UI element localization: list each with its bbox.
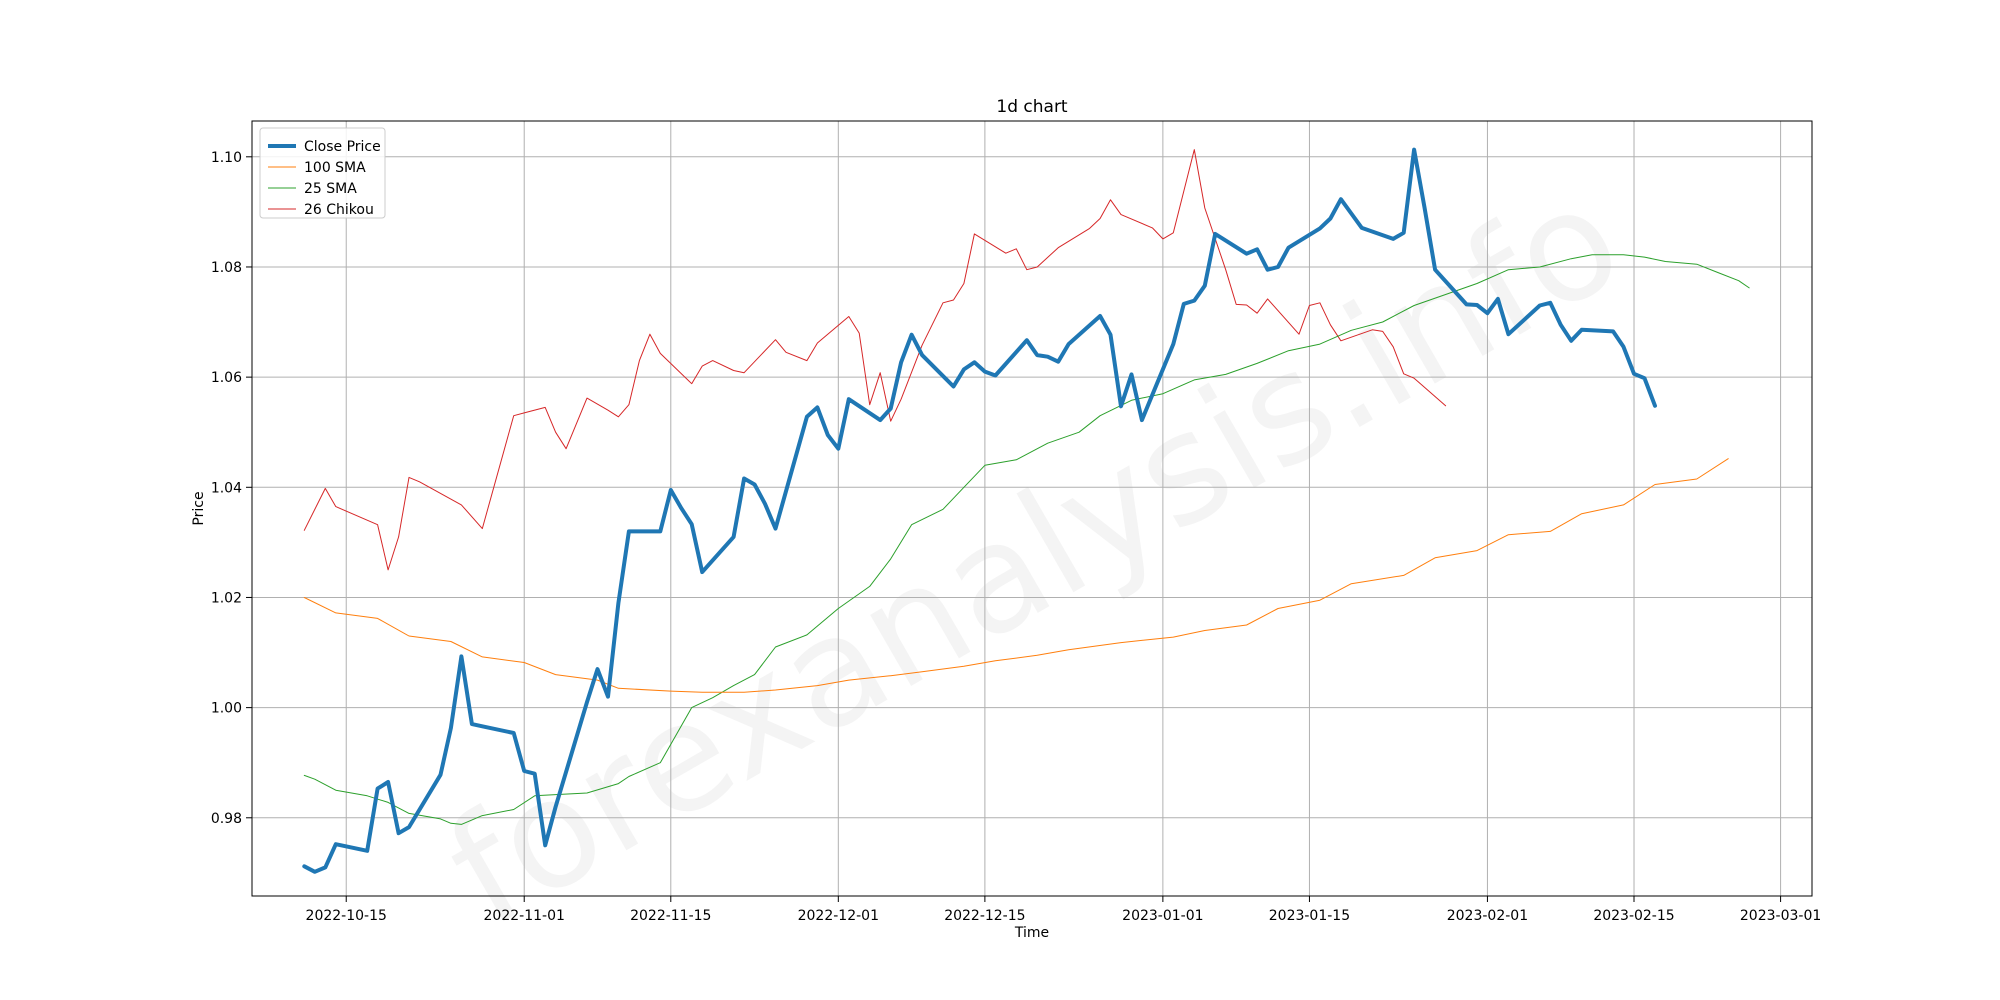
y-tick-label: 1.08 — [211, 260, 242, 276]
y-tick-label: 0.98 — [211, 811, 242, 827]
chart-title: 1d chart — [996, 97, 1068, 117]
x-tick-label: 2022-10-15 — [306, 908, 387, 924]
grid — [252, 121, 1812, 896]
series-lines — [302, 147, 1750, 874]
y-axis-ticks: 0.98 1.00 1.02 1.04 1.06 1.08 1.10 — [211, 150, 252, 827]
series-line-close-price — [302, 147, 1657, 874]
x-tick-label: 2023-02-15 — [1593, 908, 1674, 924]
legend: Close Price 100 SMA 25 SMA 26 Chikou — [259, 127, 386, 219]
y-tick-label: 1.00 — [211, 701, 242, 717]
legend-box — [259, 127, 386, 219]
x-tick-label: 2023-01-15 — [1269, 908, 1350, 924]
x-tick-label: 2023-02-01 — [1447, 908, 1528, 924]
x-tick-label: 2022-11-01 — [484, 908, 565, 924]
x-tick-label: 2022-12-01 — [798, 908, 879, 924]
series-line-100-sma — [303, 458, 1729, 693]
y-tick-label: 1.06 — [211, 370, 242, 386]
x-tick-label: 2022-12-15 — [944, 908, 1025, 924]
x-tick-label: 2022-11-15 — [630, 908, 711, 924]
x-axis-ticks: 2022-10-15 2022-11-01 2022-11-15 2022-12-01… — [306, 896, 1821, 924]
x-tick-label: 2023-03-01 — [1740, 908, 1821, 924]
legend-label: 26 Chikou — [304, 202, 374, 218]
legend-label: Close Price — [304, 139, 381, 155]
plot-frame — [251, 120, 1813, 897]
series-line-26-chikou — [303, 149, 1447, 571]
y-axis-label: Price — [191, 491, 207, 525]
y-tick-label: 1.10 — [211, 150, 242, 166]
watermark-text: forexanalysis.info — [420, 151, 1648, 961]
legend-label: 100 SMA — [304, 160, 366, 176]
y-tick-label: 1.04 — [211, 480, 242, 496]
x-tick-label: 2023-01-01 — [1122, 908, 1203, 924]
y-tick-label: 1.02 — [211, 590, 242, 606]
x-axis-label: Time — [1014, 925, 1049, 941]
series-line-25-sma — [303, 254, 1750, 825]
legend-label: 25 SMA — [304, 181, 357, 197]
